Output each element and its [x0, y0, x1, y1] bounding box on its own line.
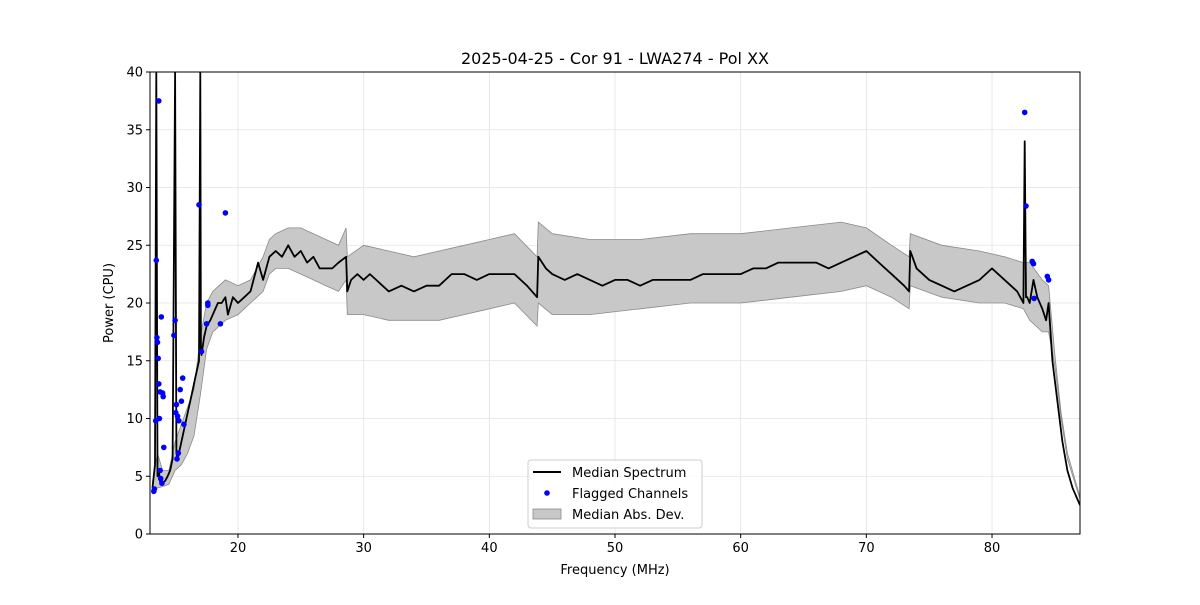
flagged-channel-point: [157, 475, 164, 482]
flagged-channel-point: [157, 467, 163, 474]
flagged-points-layer: [151, 98, 1052, 495]
y-tick-label: 0: [135, 528, 143, 543]
median-line-layer: [151, 72, 1080, 506]
flagged-channel-point: [171, 332, 177, 339]
flagged-channel-point: [156, 415, 163, 422]
flagged-channel-point: [176, 418, 182, 424]
flagged-channel-point: [154, 339, 161, 346]
flagged-channel-point: [158, 314, 165, 320]
flagged-channel-point: [172, 317, 178, 324]
x-tick-label: 20: [230, 541, 247, 556]
legend-box: [527, 459, 703, 529]
x-tick-label: 70: [858, 541, 875, 556]
flagged-channel-point: [181, 421, 187, 428]
flagged-channel-point: [205, 302, 211, 309]
x-axis-ticks: 20 30 40 50 60 70 80: [230, 534, 1001, 556]
legend-mad-swatch: [532, 508, 562, 520]
flagged-channel-point: [151, 486, 158, 492]
flagged-channel-point: [160, 393, 166, 400]
flagged-channel-point: [156, 381, 162, 387]
mad-band: [152, 221, 1080, 500]
flagged-channel-point: [175, 450, 182, 456]
flagged-channel-point: [178, 398, 185, 405]
legend: Median Spectrum Flagged Channels Median …: [527, 459, 703, 529]
median-spectrum-line: [151, 72, 1080, 506]
flagged-channel-point: [156, 98, 162, 104]
flagged-channel-point: [1030, 260, 1037, 267]
flagged-channel-point: [1045, 277, 1052, 283]
y-tick-label: 20: [126, 297, 143, 312]
y-axis-ticks: 0 5 10 15 20 25 30 35 40: [126, 66, 150, 543]
flagged-channel-point: [1031, 295, 1037, 302]
y-tick-label: 15: [126, 354, 143, 369]
flagged-channel-point: [1021, 109, 1028, 116]
legend-median-label: Median Spectrum: [572, 466, 686, 481]
y-tick-label: 5: [135, 470, 143, 485]
flagged-channel-point: [203, 321, 210, 327]
y-tick-label: 25: [126, 239, 143, 254]
y-tick-label: 10: [126, 412, 143, 427]
flagged-channel-point: [161, 444, 167, 451]
x-tick-label: 60: [732, 541, 749, 556]
flagged-channel-point: [217, 321, 224, 327]
flagged-channel-point: [154, 334, 160, 341]
legend-flagged-label: Flagged Channels: [572, 487, 688, 502]
flagged-channel-point: [153, 257, 160, 264]
x-tick-label: 50: [607, 541, 624, 556]
flagged-channel-point: [196, 202, 202, 208]
flagged-channel-point: [222, 210, 229, 216]
x-tick-label: 30: [355, 541, 372, 556]
flagged-channel-point: [173, 401, 180, 408]
y-axis-label: Power (CPU): [102, 263, 117, 343]
x-axis-label: Frequency (MHz): [560, 563, 669, 578]
flagged-channel-point: [159, 480, 165, 487]
flagged-channel-point: [198, 348, 205, 355]
flagged-channel-point: [179, 375, 186, 381]
flagged-channel-point: [1023, 203, 1029, 209]
mad-band-layer: [152, 221, 1080, 500]
y-tick-label: 35: [126, 123, 143, 138]
flagged-channel-point: [174, 456, 180, 462]
chart-title: 2025-04-25 - Cor 91 - LWA274 - Pol XX: [461, 49, 769, 68]
y-tick-label: 40: [126, 66, 143, 81]
x-tick-label: 80: [984, 541, 1001, 556]
flagged-channel-point: [177, 386, 183, 393]
flagged-channel-point: [155, 355, 161, 362]
legend-mad-label: Median Abs. Dev.: [572, 508, 684, 523]
y-tick-label: 30: [126, 181, 143, 196]
flagged-channel-point: [174, 413, 181, 420]
x-tick-label: 40: [481, 541, 498, 556]
legend-flagged-swatch: [544, 490, 550, 496]
